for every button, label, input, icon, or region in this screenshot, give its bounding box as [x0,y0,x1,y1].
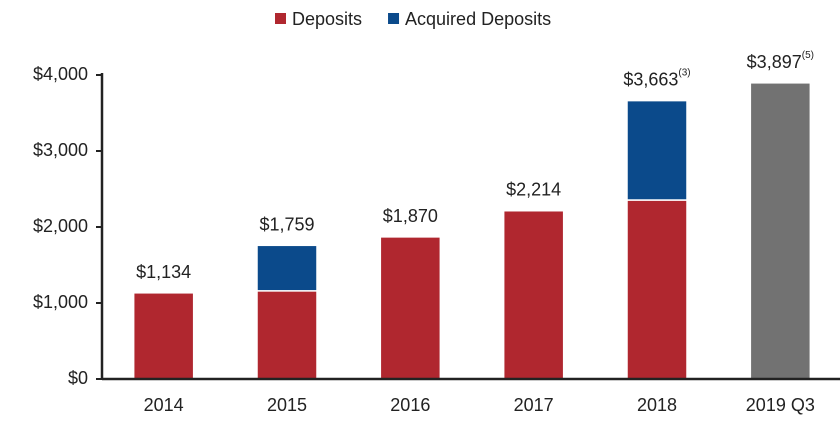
total-value: $3,663 [623,69,678,89]
bar [256,244,318,292]
x-tick-label: 2014 [144,395,184,415]
total-label: $2,214 [506,179,561,199]
total-label: $1,759 [259,214,314,234]
y-tick-label: $3,000 [33,140,88,160]
total-value: $3,897 [747,52,802,72]
total-value: $1,134 [136,262,191,282]
legend-label: Deposits [292,9,362,29]
total-label: $1,134 [136,262,191,282]
bar [379,236,442,380]
total-value: $1,870 [383,206,438,226]
total-label: $3,897(5) [747,49,814,71]
bar [626,99,688,201]
bar [626,199,688,380]
legend-label: Acquired Deposits [405,9,551,29]
bar [132,292,195,380]
footnote: (3) [678,67,690,78]
x-tick-label: 2018 [637,395,677,415]
total-label: $1,870 [383,206,438,226]
bar [749,82,812,380]
y-tick-label: $0 [68,368,88,388]
x-tick-label: 2016 [390,395,430,415]
total-value: $1,759 [259,214,314,234]
x-tick-label: 2015 [267,395,307,415]
x-tick-label: 2019 Q3 [746,395,815,415]
footnote: (5) [802,49,814,60]
total-label: $3,663(3) [623,67,690,89]
y-tick-label: $4,000 [33,64,88,84]
legend-swatch [275,13,286,24]
bar [256,290,318,380]
legend-swatch [388,13,400,24]
total-value: $2,214 [506,179,561,199]
bar [502,209,565,380]
x-tick-label: 2017 [514,395,554,415]
y-tick-label: $2,000 [33,216,88,236]
y-tick-label: $1,000 [33,292,88,312]
